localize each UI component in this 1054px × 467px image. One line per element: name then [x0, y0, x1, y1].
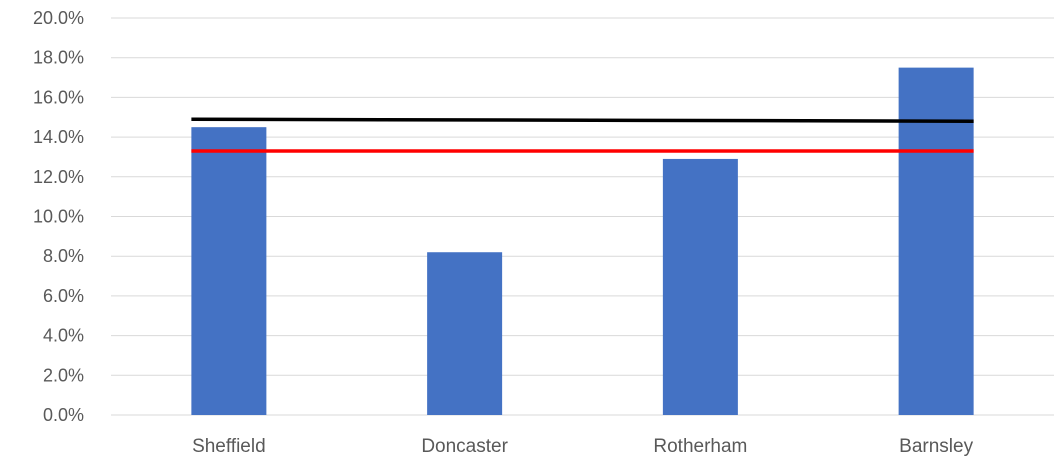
x-category-label: Rotherham	[653, 436, 747, 457]
gridlines	[111, 17, 1054, 416]
reference-lines	[191, 117, 974, 153]
y-tick-label: 8.0%	[43, 246, 84, 266]
y-tick-label: 4.0%	[43, 326, 84, 346]
y-tick-label: 10.0%	[33, 207, 84, 227]
x-category-label: Barnsley	[899, 436, 973, 457]
bar-doncaster	[427, 252, 503, 415]
y-tick-label: 20.0%	[33, 8, 84, 28]
y-tick-label: 16.0%	[33, 87, 84, 107]
y-tick-label: 0.0%	[43, 405, 84, 425]
x-axis-categories: Sheffield Doncaster Rotherham Barnsley	[192, 436, 974, 457]
bar-rotherham	[662, 158, 738, 415]
x-category-label: Sheffield	[192, 436, 266, 457]
y-axis-ticks: 0.0% 2.0% 4.0% 6.0% 8.0% 10.0% 12.0% 14.0% 16.0%…	[33, 8, 84, 425]
bar-series	[191, 67, 974, 416]
reference-line-1	[191, 117, 974, 123]
y-tick-label: 12.0%	[33, 167, 84, 187]
bar-barnsley	[898, 67, 974, 415]
y-tick-label: 14.0%	[33, 127, 84, 147]
bar-sheffield	[191, 127, 267, 416]
y-tick-label: 6.0%	[43, 286, 84, 306]
y-tick-label: 2.0%	[43, 365, 84, 385]
y-tick-label: 18.0%	[33, 48, 84, 68]
x-category-label: Doncaster	[421, 436, 508, 457]
